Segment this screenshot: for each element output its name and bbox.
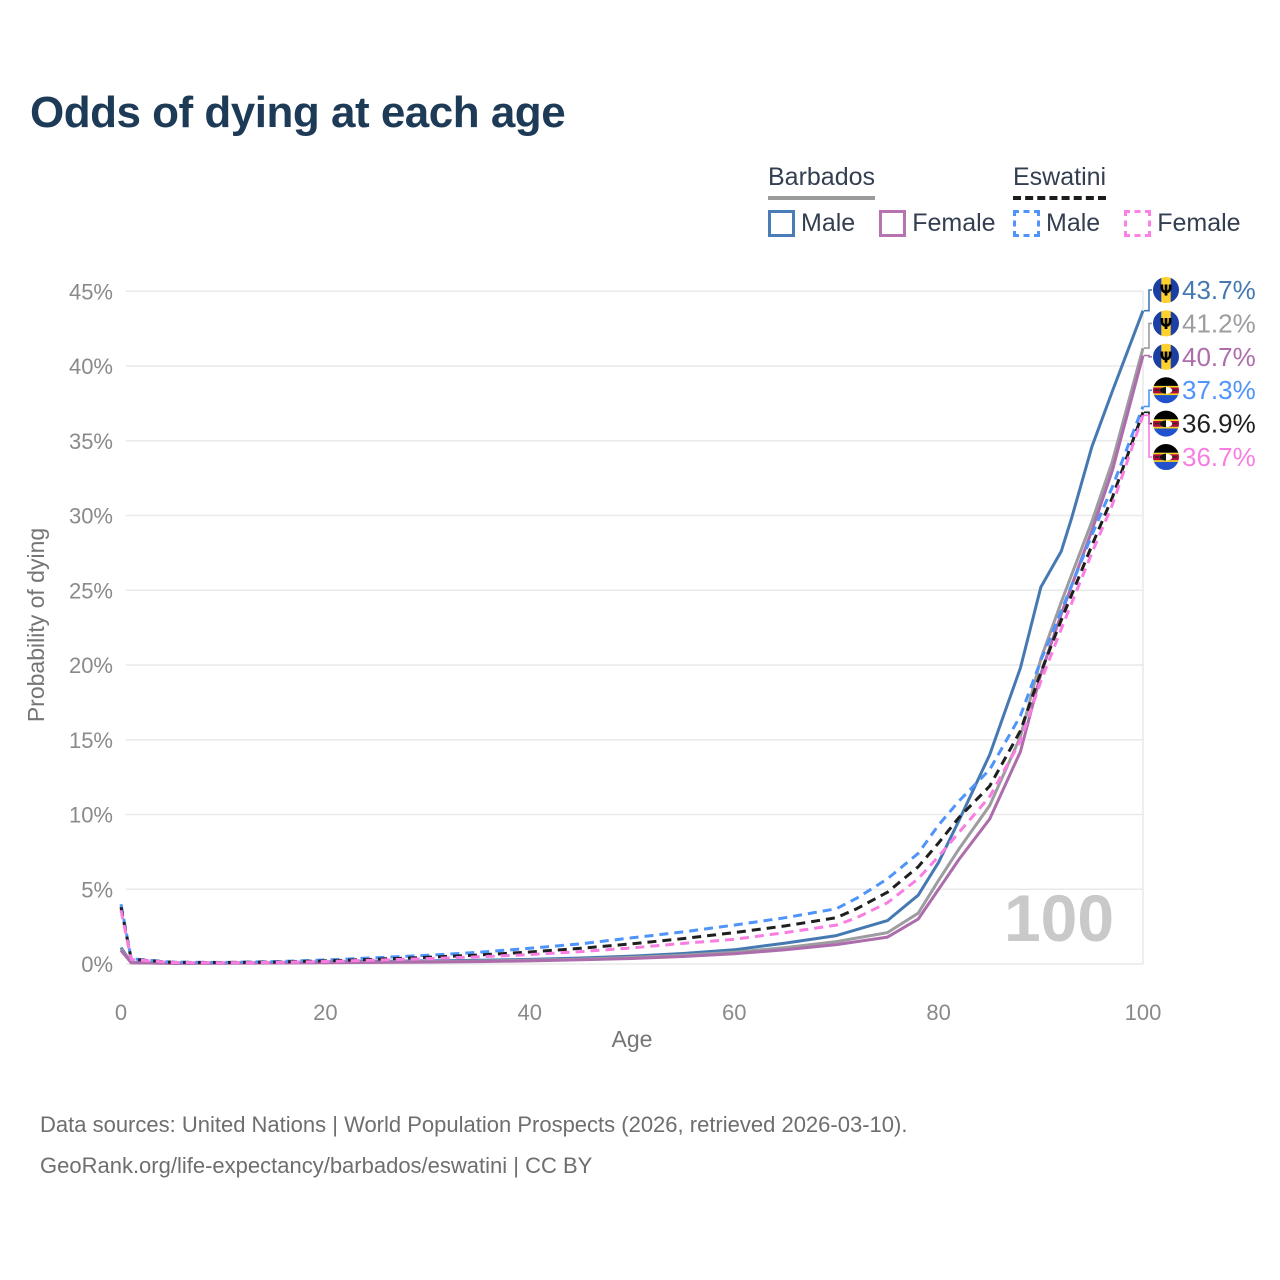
- barbados-flag-icon: [1153, 343, 1180, 370]
- legend-group-barbados: Barbados Male Female: [768, 163, 1020, 238]
- label-connector-barbados-female: [1144, 354, 1153, 358]
- y-tick-10: 10%: [69, 803, 113, 828]
- end-value-barbados-male: 43.7%: [1182, 275, 1256, 305]
- end-value-barbados-female: 40.7%: [1182, 342, 1256, 372]
- x-axis-title: Age: [612, 1026, 653, 1052]
- x-tick-0: 0: [115, 1000, 127, 1025]
- eswatini-flag-icon: [1153, 444, 1180, 471]
- x-tick-80: 80: [926, 1000, 950, 1025]
- legend-item-barbados-male[interactable]: Male: [768, 209, 855, 238]
- legend-label-barbados-female: Female: [912, 209, 996, 237]
- line-eswatini-male: [119, 405, 1145, 964]
- eswatini-female-swatch-icon: [1124, 210, 1152, 237]
- legend-country-barbados: Barbados: [768, 163, 876, 200]
- end-value-eswatini-male: 37.3%: [1182, 375, 1256, 405]
- axis-ticks: 0% 5% 10% 15% 20% 25% 30% 35% 40% 45% 0 20 40 60 80 100: [69, 279, 1161, 1025]
- end-value-eswatini-female: 36.7%: [1182, 442, 1256, 472]
- legend-label-eswatini-male: Male: [1046, 209, 1101, 237]
- legend-row-barbados: Male Female: [768, 209, 1020, 238]
- eswatini-flag-icon: [1153, 410, 1180, 437]
- x-tick-60: 60: [722, 1000, 746, 1025]
- data-sources-line: Data sources: United Nations | World Pop…: [40, 1112, 908, 1137]
- end-labels: 43.7%41.2% 40.7%37.3% 36.9%36.7%: [1144, 275, 1256, 472]
- legend-item-eswatini-female[interactable]: Female: [1124, 209, 1241, 238]
- y-tick-5: 5%: [81, 877, 113, 902]
- gridlines: [126, 290, 1144, 965]
- eswatini-male-swatch-icon: [1013, 210, 1040, 237]
- y-tick-40: 40%: [69, 354, 113, 379]
- line-barbados-female: [119, 355, 1145, 965]
- legend-label-barbados-male: Male: [801, 209, 856, 237]
- x-tick-100: 100: [1125, 1000, 1162, 1025]
- line-eswatini-both: [119, 411, 1145, 964]
- watermark-100: 100: [1004, 881, 1114, 955]
- barbados-flag-icon: [1153, 310, 1180, 337]
- line-barbados-male: [119, 310, 1145, 965]
- end-value-barbados-both: 41.2%: [1182, 308, 1256, 338]
- label-connector-barbados-both: [1144, 322, 1153, 349]
- barbados-flag-icon: [1153, 277, 1180, 304]
- legend-country-eswatini: Eswatini: [1013, 163, 1107, 200]
- y-tick-25: 25%: [69, 578, 113, 603]
- y-axis-title: Probability of dying: [23, 528, 49, 722]
- x-tick-20: 20: [313, 1000, 337, 1025]
- series-lines: [119, 310, 1145, 965]
- y-tick-15: 15%: [69, 728, 113, 753]
- legend-row-eswatini: Male Female: [1013, 209, 1265, 238]
- y-tick-0: 0%: [81, 952, 113, 977]
- y-tick-30: 30%: [69, 504, 113, 529]
- legend-item-eswatini-male[interactable]: Male: [1013, 209, 1100, 238]
- page-title: Odds of dying at each age: [30, 88, 566, 137]
- attribution-line[interactable]: GeoRank.org/life-expectancy/barbados/esw…: [40, 1153, 593, 1178]
- end-value-eswatini-both: 36.9%: [1182, 409, 1256, 439]
- legend-group-eswatini: Eswatini Male Female: [1013, 163, 1265, 238]
- label-connector-barbados-male: [1144, 289, 1153, 312]
- barbados-male-swatch-icon: [768, 210, 795, 237]
- label-connector-eswatini-male: [1144, 389, 1153, 408]
- y-tick-45: 45%: [69, 279, 113, 304]
- line-eswatini-female: [119, 414, 1145, 965]
- eswatini-flag-icon: [1153, 377, 1180, 404]
- y-tick-20: 20%: [69, 653, 113, 678]
- legend-item-barbados-female[interactable]: Female: [879, 209, 996, 238]
- footer: Data sources: United Nations | World Pop…: [40, 1104, 907, 1186]
- y-tick-35: 35%: [69, 429, 113, 454]
- barbados-female-swatch-icon: [879, 210, 907, 237]
- legend-label-eswatini-female: Female: [1157, 209, 1241, 237]
- x-tick-40: 40: [518, 1000, 542, 1025]
- label-connector-eswatini-female: [1144, 414, 1153, 458]
